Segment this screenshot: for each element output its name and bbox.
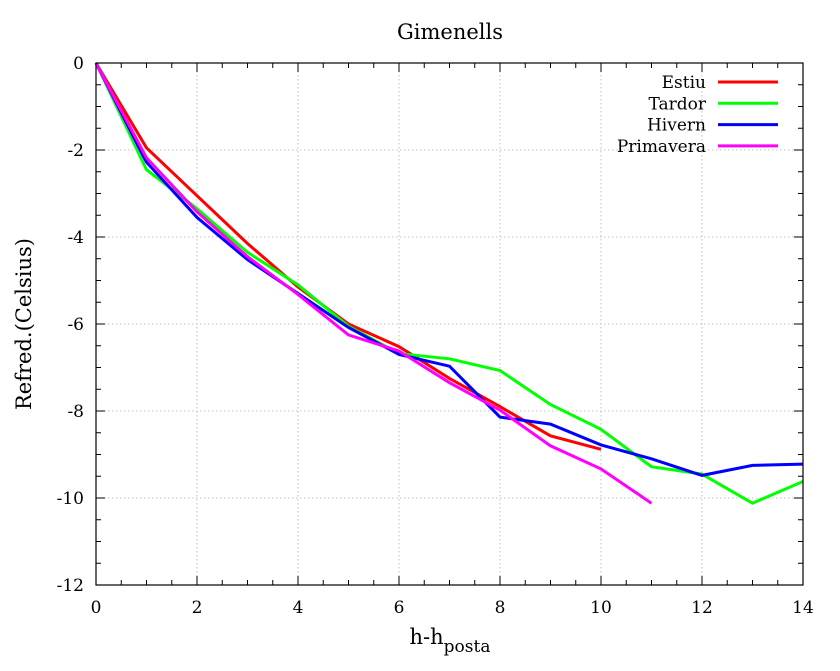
- series-lines: [94, 62, 804, 505]
- chart-title: Gimenells: [397, 20, 503, 44]
- x-tick-label: 6: [394, 598, 405, 618]
- grid-lines: [96, 63, 803, 585]
- y-tick-label: -4: [67, 228, 84, 248]
- series-line-hivern: [94, 62, 804, 477]
- series-line-estiu: [94, 62, 602, 451]
- x-tick-label: 12: [691, 598, 713, 618]
- x-tick-labels: 0 2 4 6 8 10 12 14: [91, 598, 814, 618]
- y-tick-label: -6: [67, 315, 84, 335]
- y-tick-label: -10: [57, 489, 84, 509]
- x-tick-label: 14: [792, 598, 814, 618]
- y-tick-labels: 0 -2 -4 -6 -8 -10 -12: [57, 54, 84, 596]
- legend-label-hivern: Hivern: [647, 116, 706, 136]
- x-axis-label-main: h-h: [410, 625, 444, 649]
- x-tick-label: 2: [192, 598, 203, 618]
- series-line-tardor: [94, 62, 804, 505]
- plot-frame: [95, 62, 804, 586]
- x-tick-label: 4: [293, 598, 304, 618]
- x-tick-label: 10: [590, 598, 612, 618]
- x-axis-label-subscript: posta: [444, 637, 491, 657]
- legend-label-tardor: Tardor: [648, 94, 706, 114]
- y-tick-label: -8: [67, 402, 84, 422]
- y-tick-label: -12: [57, 576, 84, 596]
- y-axis-label: Refred.(Celsius): [12, 238, 36, 410]
- x-tick-label: 0: [91, 598, 102, 618]
- legend-label-primavera: Primavera: [617, 137, 706, 157]
- y-tick-label: -2: [67, 141, 84, 161]
- y-tick-label: 0: [73, 54, 84, 74]
- x-tick-label: 8: [495, 598, 506, 618]
- legend-label-estiu: Estiu: [662, 73, 706, 93]
- x-axis-label: h-hposta: [410, 625, 491, 657]
- series-line-primavera: [94, 62, 653, 505]
